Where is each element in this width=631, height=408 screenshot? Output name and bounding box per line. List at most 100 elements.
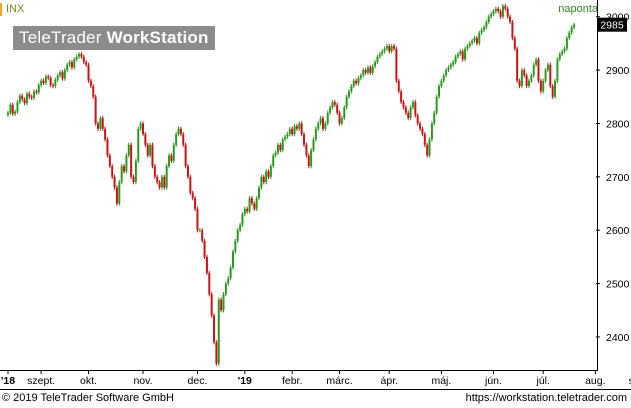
candle-body [381, 51, 384, 55]
candle-body [33, 91, 36, 98]
candle-body [151, 144, 154, 167]
candle-body [454, 56, 457, 63]
candle-body [258, 187, 261, 199]
interval-label[interactable]: naponta [558, 3, 598, 15]
candle-body [442, 75, 445, 81]
candle-body [30, 96, 33, 98]
candle-body [544, 70, 547, 81]
candle-body [276, 144, 279, 153]
candle-body [189, 176, 192, 193]
candle-body [28, 93, 31, 97]
candle-body [111, 166, 114, 177]
x-tick-label: máj. [431, 375, 451, 387]
candle-body [153, 166, 156, 177]
candle-body [61, 72, 64, 79]
candle-body [146, 144, 149, 156]
candle-body [419, 123, 422, 129]
candle-body [383, 48, 386, 52]
candle-body [494, 8, 497, 12]
candle-body [215, 342, 218, 364]
candle-body [440, 80, 443, 87]
footer-divider [0, 389, 631, 390]
candle-body [123, 166, 126, 172]
candle-body [144, 134, 147, 145]
candle-body [520, 70, 523, 87]
candle-body [568, 32, 571, 39]
candle-body [113, 176, 116, 188]
candle-body [390, 46, 393, 52]
last-value-label: 2985 [600, 20, 624, 32]
candle-body [348, 91, 351, 97]
candle-body [331, 102, 334, 108]
candle-body [295, 126, 298, 129]
candle-body [16, 102, 19, 112]
candle-body [449, 64, 452, 68]
candle-body [324, 123, 327, 129]
candle-body [438, 86, 441, 97]
candle-body [281, 139, 284, 151]
x-tick-label: jún. [484, 375, 502, 387]
candle-body [106, 139, 109, 156]
y-tick-label: 2600 [606, 225, 630, 237]
candle-body [25, 93, 28, 104]
y-tick-label: 2800 [606, 118, 630, 130]
candle-body [483, 27, 486, 31]
symbol-label[interactable]: INX [6, 3, 25, 15]
footer-url[interactable]: https://workstation.teletrader.com [465, 392, 627, 404]
candle-body [78, 54, 81, 57]
candle-body [63, 70, 66, 79]
candle-body [260, 176, 263, 188]
candle-body [234, 240, 237, 252]
candle-body [293, 126, 296, 135]
candle-body [537, 59, 540, 81]
candle-body [371, 66, 374, 73]
candle-body [286, 134, 289, 137]
candle-body [288, 128, 291, 135]
candle-body [338, 112, 341, 124]
candle-body [459, 51, 462, 55]
candle-body [561, 51, 564, 55]
candle-body [513, 38, 516, 49]
candle-body [11, 104, 14, 114]
candle-body [333, 102, 336, 105]
candle-body [525, 75, 528, 87]
logo-regular-text: TeleTrader [19, 28, 107, 47]
logo-bold-text: WorkStation [106, 28, 209, 47]
candle-body [539, 80, 542, 92]
y-tick-label: 2500 [606, 279, 630, 291]
candle-body [414, 102, 417, 116]
candle-body [198, 230, 201, 232]
candle-body [492, 11, 495, 15]
candle-body [120, 166, 123, 183]
candle-body [340, 118, 343, 124]
candle-body [186, 166, 189, 177]
candle-body [274, 152, 277, 156]
candle-body [350, 86, 353, 92]
candle-body [563, 48, 566, 52]
candle-body [298, 123, 301, 129]
candle-body [246, 208, 249, 212]
candle-body [471, 40, 474, 44]
candle-body [236, 230, 239, 241]
candle-body [104, 128, 107, 140]
candle-body [248, 198, 251, 212]
candle-body [416, 115, 419, 124]
candle-body [99, 118, 102, 129]
candle-body [435, 96, 438, 113]
candle-body [125, 155, 128, 172]
candle-body [407, 112, 410, 119]
candle-body [518, 80, 521, 87]
candle-body [217, 299, 220, 364]
candle-body [241, 214, 244, 225]
candle-body [51, 85, 54, 87]
candle-body [172, 144, 175, 161]
candle-body [478, 32, 481, 44]
candle-body [42, 80, 45, 83]
candle-body [54, 79, 57, 87]
candle-body [265, 171, 268, 183]
candle-body [468, 43, 471, 47]
candle-body [82, 56, 85, 63]
candle-body [366, 67, 369, 73]
plot-area [0, 0, 598, 371]
candle-body [321, 118, 324, 129]
